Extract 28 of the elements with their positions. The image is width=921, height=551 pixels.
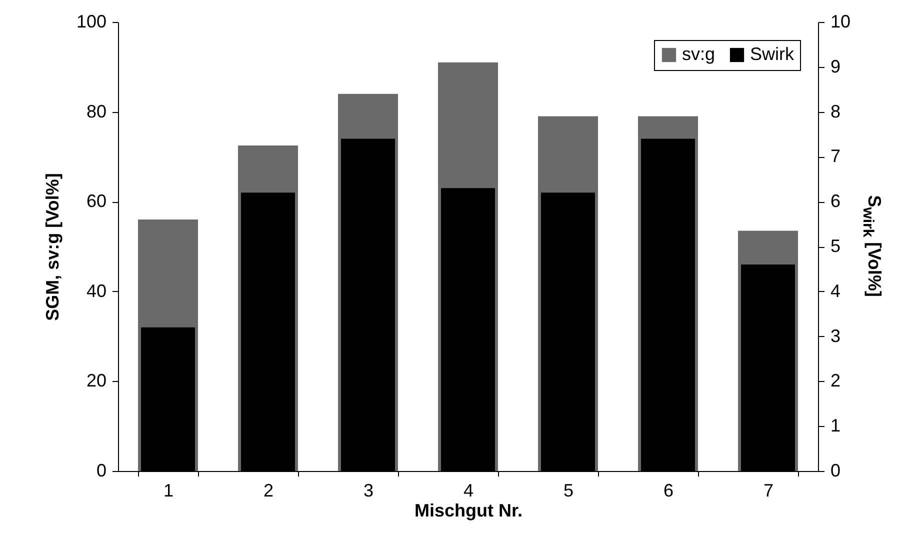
y2-tick-label: 5 [830, 236, 841, 256]
y2-tick-label: 6 [830, 191, 841, 212]
y-tick-label: 60 [86, 191, 106, 212]
x-tick-label: 4 [463, 480, 474, 500]
x-tick-label: 2 [263, 480, 274, 500]
x-tick-label: 1 [163, 480, 174, 500]
y2-tick-label: 8 [830, 101, 841, 122]
x-tick-label: 5 [563, 480, 574, 500]
x-tick-label: 3 [363, 480, 374, 500]
y-tick-label: 20 [86, 370, 106, 391]
legend-label: sv:g [682, 44, 716, 64]
y2-tick-label: 1 [830, 416, 841, 436]
y2-tick-label: 0 [830, 460, 841, 480]
y2-tick-label: 4 [830, 280, 841, 301]
x-tick-label: 6 [663, 480, 674, 500]
y2-tick-label: 9 [830, 56, 841, 76]
y-tick-label: 80 [86, 101, 106, 122]
x-tick-label: 7 [763, 480, 774, 500]
x-axis-title: Mischgut Nr. [414, 500, 523, 520]
y-tick-label: 40 [86, 280, 106, 301]
y-axis-title: SGM, sv:g [Vol%] [42, 173, 62, 321]
y2-tick-label: 3 [830, 326, 841, 346]
y2-tick-label: 7 [830, 146, 841, 166]
y2-tick-label: 2 [830, 370, 841, 391]
y2-tick-label: 10 [830, 12, 851, 32]
y-tick-label: 0 [96, 460, 106, 480]
y-tick-label: 100 [76, 12, 106, 32]
legend-label: Swirk [750, 44, 795, 64]
